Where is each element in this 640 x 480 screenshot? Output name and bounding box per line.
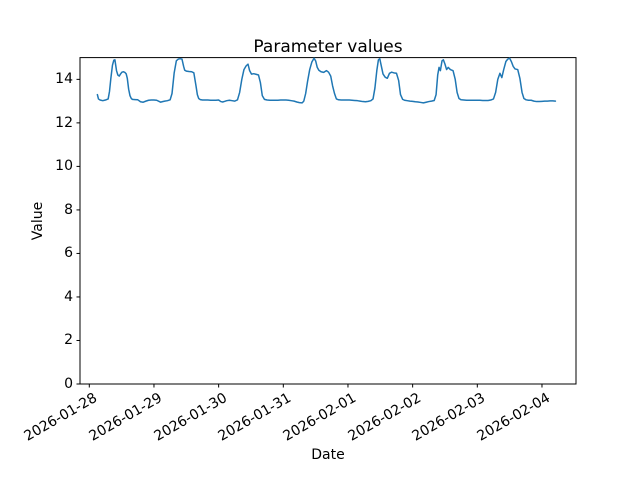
y-tick-label: 12 <box>55 114 73 131</box>
y-tick-label: 0 <box>64 376 73 392</box>
data-line <box>96 57 557 104</box>
y-tick-label: 14 <box>55 71 73 88</box>
y-tick-label: 2 <box>64 332 73 349</box>
axes-spines <box>79 57 577 385</box>
chart-title: Parameter values <box>253 37 403 57</box>
y-tick-label: 8 <box>64 201 73 218</box>
x-axis-label: Date <box>311 447 345 463</box>
y-tick-label: 6 <box>64 245 73 262</box>
y-tick-label: 10 <box>55 158 73 175</box>
y-tick-label: 4 <box>64 288 73 305</box>
